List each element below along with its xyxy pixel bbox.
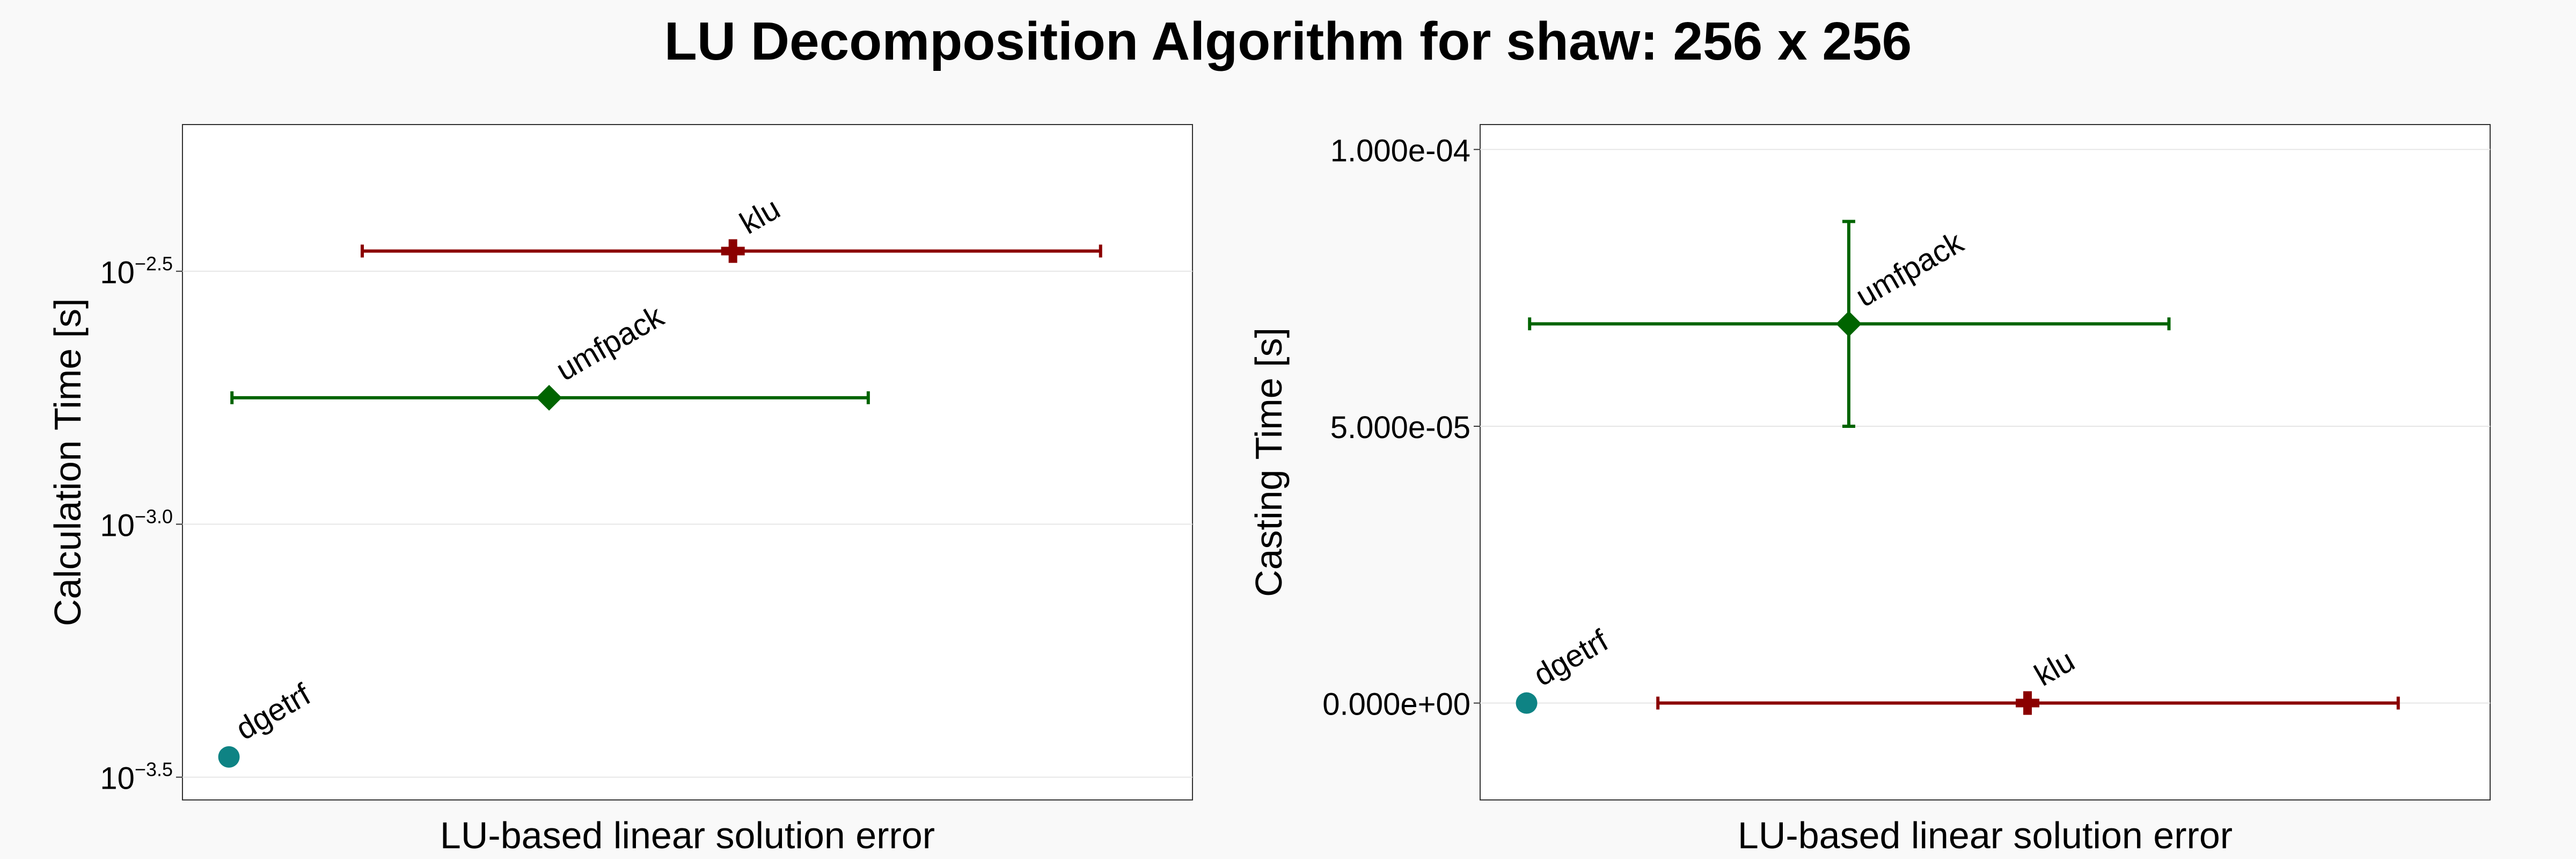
x-axis-label: LU-based linear solution error <box>1738 814 2233 856</box>
y-tick-label: 10−2.5 <box>100 252 173 290</box>
y-axis-label: Casting Time [s] <box>1248 327 1290 597</box>
dgetrf-marker <box>1516 692 1538 714</box>
y-tick-label: 10−3.0 <box>100 505 173 543</box>
x-axis-label: LU-based linear solution error <box>440 814 935 856</box>
klu-marker <box>721 239 745 263</box>
y-tick-label: 5.000e-05 <box>1330 410 1470 445</box>
plot-area <box>1480 124 2491 800</box>
dgetrf-marker <box>218 746 240 768</box>
plot-area <box>182 124 1193 800</box>
umfpack-marker <box>1835 311 1862 337</box>
casting-time-panel: 1.000e-04 5.000e-05 0.000e+00 LU-based line… <box>1248 124 2491 856</box>
umfpack-marker <box>536 384 562 411</box>
y-tick-label: 0.000e+00 <box>1322 687 1470 722</box>
y-tick-label: 10−3.5 <box>100 759 173 796</box>
y-tick-label: 1.000e-04 <box>1330 133 1470 168</box>
figure-title: LU Decomposition Algorithm for shaw: 256… <box>664 11 1912 71</box>
calculation-time-panel: 10−2.5 10−3.0 10−3.5 LU-based linear soluti… <box>47 124 1193 856</box>
y-axis-label: Calculation Time [s] <box>47 299 89 627</box>
klu-marker <box>2016 691 2040 715</box>
